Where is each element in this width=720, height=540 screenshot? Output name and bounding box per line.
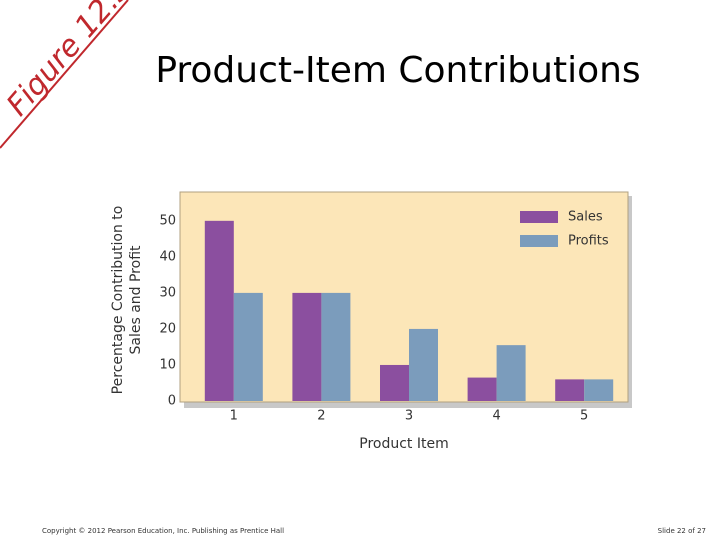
- x-tick-label: 5: [580, 409, 588, 424]
- slide-title: Product-Item Contributions: [155, 50, 640, 91]
- y-tick-label: 30: [159, 285, 176, 300]
- y-tick-label: 40: [159, 249, 176, 264]
- x-tick-label: 2: [317, 409, 325, 424]
- x-tick-label: 4: [492, 409, 500, 424]
- legend-label: Profits: [568, 234, 609, 249]
- slide-number: Slide 22 of 27: [658, 527, 706, 535]
- bar: [321, 292, 351, 401]
- bar: [584, 379, 614, 401]
- y-axis-label: Percentage Contribution to: [110, 206, 126, 395]
- figure-label: Figure 12.3: [0, 0, 138, 123]
- bar: [409, 328, 438, 401]
- x-tick-label: 1: [230, 409, 238, 424]
- x-tick-label: 3: [405, 409, 413, 424]
- x-axis-label: Product Item: [359, 436, 448, 452]
- bar: [555, 379, 585, 401]
- y-tick-label: 20: [159, 321, 176, 336]
- y-tick-label: 0: [168, 394, 176, 409]
- bar: [380, 364, 409, 401]
- copyright: Copyright © 2012 Pearson Education, Inc.…: [42, 527, 284, 535]
- bar: [292, 292, 322, 401]
- figure-rule: [0, 0, 129, 149]
- bar: [496, 345, 526, 401]
- y-tick-label: 10: [159, 357, 176, 372]
- y-axis-label: Sales and Profit: [128, 245, 144, 355]
- bar: [467, 377, 497, 401]
- y-tick-label: 50: [159, 213, 176, 228]
- legend-swatch: [520, 235, 558, 247]
- legend-swatch: [520, 211, 558, 223]
- bar: [233, 292, 263, 401]
- bar: [204, 220, 234, 401]
- legend-label: Sales: [568, 210, 603, 225]
